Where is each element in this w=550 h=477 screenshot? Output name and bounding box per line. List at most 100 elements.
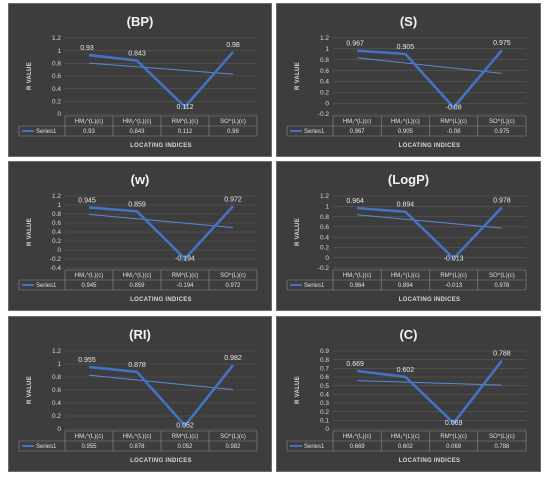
y-tick-label: 0.8 xyxy=(320,357,329,364)
y-tick-label: 0.6 xyxy=(320,68,329,75)
x-axis-label: LOCATING INDICES xyxy=(130,458,192,464)
data-label: 0.878 xyxy=(128,362,146,369)
y-tick-label: -0.2 xyxy=(318,265,330,272)
x-category-label: SO^(L)(c) xyxy=(489,434,515,440)
table-value-cell: 0.669 xyxy=(350,444,366,450)
y-tick-label: 0 xyxy=(325,426,329,433)
x-category-label: RM^(L)(c) xyxy=(172,273,198,279)
y-tick-label: 0.2 xyxy=(52,413,61,420)
legend-series-name: Series1 xyxy=(36,129,57,135)
data-label: 0.602 xyxy=(397,367,415,374)
table-value-cell: 0.788 xyxy=(494,444,510,450)
data-label: 0.955 xyxy=(78,357,96,364)
data-label: 0.98 xyxy=(226,42,240,49)
y-tick-label: 0.2 xyxy=(52,99,61,106)
table-value-cell: -0.013 xyxy=(445,283,463,289)
chart-panel-s: (S) -0.2 0 0.2 0.4 0.6 0.8 1 1.2 R VALUE 0.967 0.90… xyxy=(276,3,541,157)
series-line xyxy=(88,51,234,109)
y-tick-label: 0.8 xyxy=(52,374,61,381)
data-label: 0.905 xyxy=(397,44,415,51)
y-tick-label: 0.4 xyxy=(320,392,329,399)
data-label: 0.052 xyxy=(176,423,194,430)
chart-title: (LogP) xyxy=(388,172,429,187)
chart-title: (BP) xyxy=(127,14,154,29)
x-axis-label: LOCATING INDICES xyxy=(399,458,461,464)
y-tick-label: 0.6 xyxy=(52,220,61,227)
x-category-label: RM^(L)(c) xyxy=(440,434,466,440)
data-label: 0.93 xyxy=(80,45,94,52)
x-axis-label: LOCATING INDICES xyxy=(399,297,461,303)
data-label: 0.069 xyxy=(445,420,463,427)
y-tick-label: -0.4 xyxy=(50,265,62,272)
y-tick-label: 0.5 xyxy=(320,383,329,390)
x-category-label: SO^(L)(c) xyxy=(220,119,246,125)
y-tick-label: 0.9 xyxy=(320,348,329,355)
data-label: -0.013 xyxy=(444,255,464,262)
data-label: 0.843 xyxy=(128,51,146,58)
table-value-cell: 0.894 xyxy=(398,283,414,289)
data-label: 0.982 xyxy=(224,355,242,362)
y-tick-label: 0.8 xyxy=(52,61,61,68)
data-label: 0.967 xyxy=(346,41,364,48)
x-axis-label: LOCATING INDICES xyxy=(130,297,192,303)
table-value-cell: 0.972 xyxy=(225,283,241,289)
data-label: -0.194 xyxy=(175,256,195,263)
y-tick-label: 1.2 xyxy=(320,35,329,42)
y-tick-label: 0.3 xyxy=(320,400,329,407)
y-tick-label: 0 xyxy=(325,100,329,107)
chart-svg: (RI) 0 0.2 0.4 0.6 0.8 1 1.2 R VALUE 0.955 0.878 0.… xyxy=(18,327,258,464)
data-label: 0.964 xyxy=(346,198,364,205)
trendline xyxy=(357,380,502,386)
data-label: 0.978 xyxy=(493,197,511,204)
x-category-label: RM^(L)(c) xyxy=(440,273,466,279)
y-axis-label: R VALUE xyxy=(295,376,301,404)
y-tick-label: 0 xyxy=(57,426,61,433)
trendline xyxy=(88,374,234,391)
table-value-cell: -0.194 xyxy=(176,283,194,289)
data-label: 0.945 xyxy=(78,197,96,204)
x-category-label: SO^(L)(c) xyxy=(220,273,246,279)
y-tick-label: 0.6 xyxy=(52,73,61,80)
x-category-label: HM₁^(L)(c) xyxy=(75,119,104,125)
y-tick-label: 1 xyxy=(57,48,61,55)
table-value-cell: 0.052 xyxy=(177,444,193,450)
y-tick-label: 0.2 xyxy=(320,409,329,416)
y-tick-label: 1.2 xyxy=(320,193,329,200)
trendline xyxy=(357,57,502,74)
chart-panel-w: (w) -0.4 -0.2 0 0.2 0.4 0.6 0.8 1 1.2 R VALUE 0.945… xyxy=(8,161,272,311)
table-value-cell: 0.878 xyxy=(129,444,145,450)
y-tick-label: 0 xyxy=(57,111,61,118)
table-value-cell: 0.955 xyxy=(81,444,97,450)
y-tick-label: 0.8 xyxy=(320,57,329,64)
table-value-cell: 0.975 xyxy=(494,129,510,135)
y-tick-label: 1 xyxy=(325,203,329,210)
table-value-cell: 0.843 xyxy=(129,129,145,135)
y-tick-label: 0.4 xyxy=(52,86,61,93)
trendline xyxy=(357,214,502,229)
y-tick-label: 0.4 xyxy=(320,234,329,241)
table-value-cell: 0.964 xyxy=(350,283,366,289)
data-label: 0.669 xyxy=(346,361,364,368)
legend-series-name: Series1 xyxy=(36,444,57,450)
chart-svg: (BP) 0 0.2 0.4 0.6 0.8 1 1.2 R VALUE 0.93 0.843 0.1… xyxy=(18,14,258,149)
y-tick-label: 1 xyxy=(57,361,61,368)
series-line xyxy=(88,205,234,261)
series-line xyxy=(357,206,503,261)
y-tick-label: 0 xyxy=(57,247,61,254)
y-tick-label: 0.2 xyxy=(320,89,329,96)
x-category-label: HM₁^(L)(c) xyxy=(75,273,104,279)
x-category-label: HM₂^(L)(c) xyxy=(391,119,420,125)
y-axis-label: R VALUE xyxy=(295,218,301,246)
x-axis-label: LOCATING INDICES xyxy=(399,143,461,149)
y-tick-label: 1 xyxy=(57,202,61,209)
x-category-label: SO^(L)(c) xyxy=(489,273,515,279)
y-tick-label: 0.6 xyxy=(320,374,329,381)
table-value-cell: -0.08 xyxy=(447,129,461,135)
y-tick-label: 0 xyxy=(325,255,329,262)
x-category-label: HM₁^(L)(c) xyxy=(343,119,372,125)
y-tick-label: 0.1 xyxy=(320,418,329,425)
data-label: 0.894 xyxy=(397,202,415,209)
table-value-cell: 0.069 xyxy=(446,444,462,450)
x-category-label: RM^(L)(c) xyxy=(440,119,466,125)
x-category-label: HM₂^(L)(c) xyxy=(391,273,420,279)
